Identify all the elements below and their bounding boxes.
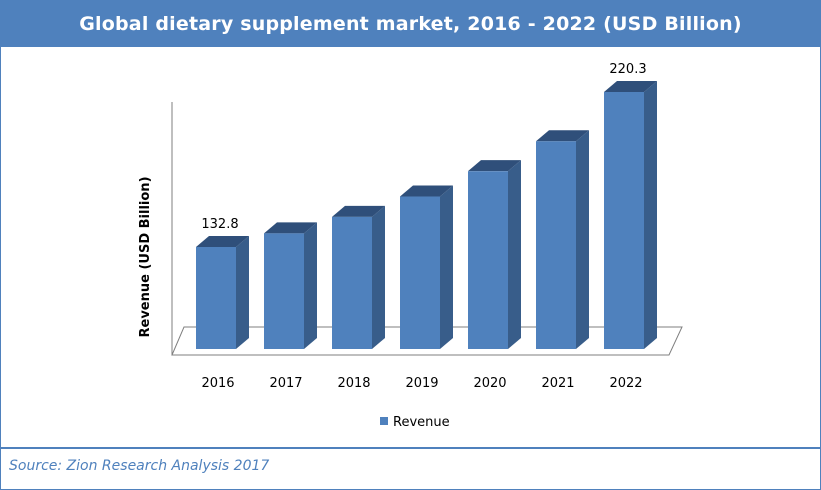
- chart-title: Global dietary supplement market, 2016 -…: [79, 13, 742, 35]
- bar-front-2020: [468, 171, 508, 349]
- legend-swatch: [380, 417, 388, 425]
- labels: 2016 132.8 2017 2018 2019 2020 2021 2022 220.3: [201, 62, 646, 391]
- data-label-2016: 132.8: [201, 217, 238, 232]
- bar-2016: [196, 236, 249, 349]
- source-note: Source: Zion Research Analysis 2017: [9, 458, 270, 474]
- footer-divider: [1, 447, 820, 449]
- bar-side-2022: [644, 81, 657, 349]
- data-label-2022: 220.3: [609, 62, 646, 77]
- bar-top-2021: [536, 130, 589, 142]
- bar-front-2019: [400, 196, 440, 349]
- bar-top-2022: [604, 81, 657, 92]
- bar-side-2021: [576, 130, 589, 349]
- bar-2022: [604, 81, 657, 349]
- bar-front-2017: [264, 233, 304, 349]
- bar-front-2022: [604, 92, 644, 349]
- bar-2021: [536, 130, 589, 349]
- bar-chart: 2016 132.8 2017 2018 2019 2020 2021 2022 220.3 R…: [138, 62, 683, 430]
- bar-front-2018: [332, 216, 372, 349]
- bar-2019: [400, 185, 453, 349]
- bar-side-2017: [304, 222, 317, 349]
- bar-side-2020: [508, 160, 521, 349]
- bar-top-2019: [400, 185, 453, 197]
- bars: [196, 81, 657, 349]
- title-bar: Global dietary supplement market, 2016 -…: [1, 1, 820, 47]
- bar-2017: [264, 222, 317, 349]
- bar-top-2018: [332, 205, 385, 217]
- x-tick-label-2017: 2017: [269, 376, 302, 391]
- bar-side-2019: [440, 185, 453, 349]
- bar-top-2020: [468, 160, 521, 172]
- bar-front-2021: [536, 141, 576, 349]
- bar-2018: [332, 205, 385, 349]
- x-tick-label-2022: 2022: [609, 376, 642, 391]
- bar-2020: [468, 160, 521, 349]
- x-tick-label-2020: 2020: [473, 376, 506, 391]
- x-tick-label-2019: 2019: [405, 376, 438, 391]
- y-axis-title: Revenue (USD Billion): [138, 176, 153, 337]
- x-tick-label-2016: 2016: [201, 376, 234, 391]
- x-tick-label-2021: 2021: [541, 376, 574, 391]
- bar-side-2016: [236, 236, 249, 349]
- bar-side-2018: [372, 205, 385, 349]
- bar-top-2016: [196, 236, 249, 247]
- x-tick-label-2018: 2018: [337, 376, 370, 391]
- bar-front-2016: [196, 247, 236, 349]
- legend: Revenue: [380, 415, 450, 430]
- legend-label: Revenue: [393, 415, 450, 430]
- bar-top-2017: [264, 222, 317, 234]
